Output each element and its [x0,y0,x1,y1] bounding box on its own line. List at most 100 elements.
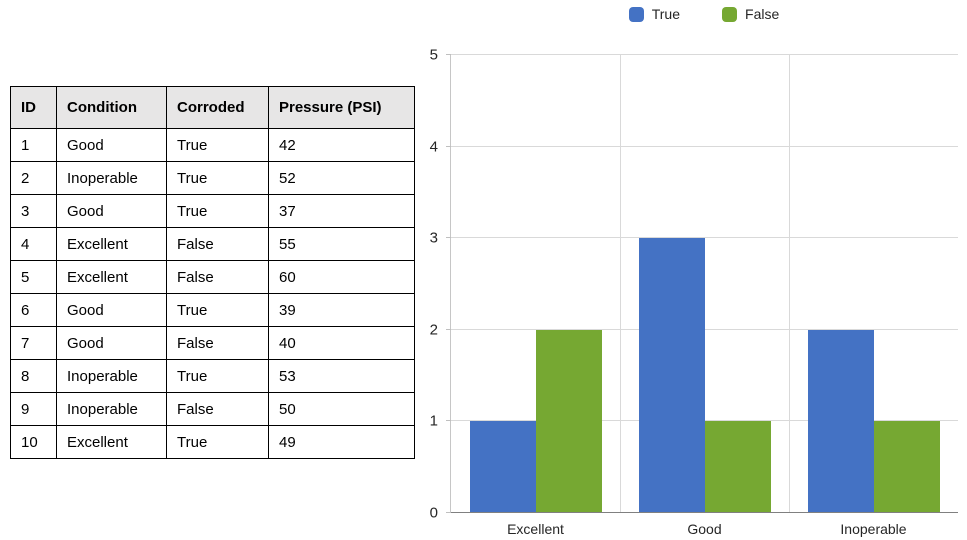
bar-true-inoperable [807,329,874,513]
table-cell: Excellent [56,227,167,261]
table-row: 9 Inoperable False 50 [10,392,415,426]
table-cell: 2 [10,161,57,195]
column-header: ID [10,86,57,129]
table-cell: 1 [10,128,57,162]
table-cell: 60 [268,260,415,294]
table-cell: Inoperable [56,392,167,426]
table-cell: False [166,260,269,294]
table-header-row: ID Condition Corroded Pressure (PSI) [10,86,415,129]
table-cell: 3 [10,194,57,228]
y-axis-tick [446,145,451,147]
table-cell: Good [56,326,167,360]
category-group-good: Good [620,55,789,537]
category-group-excellent: Excellent [451,55,620,537]
category-group-inoperable: Inoperable [789,55,958,537]
table-row: 2 Inoperable True 52 [10,161,415,195]
table-row: 7 Good False 40 [10,326,415,360]
x-axis-label: Excellent [507,521,564,537]
table-cell: 5 [10,260,57,294]
table-cell: Good [56,194,167,228]
table-row: 1 Good True 42 [10,128,415,162]
table-cell: Inoperable [56,359,167,393]
table-cell: False [166,227,269,261]
table-row: 4 Excellent False 55 [10,227,415,261]
legend-label: True [651,6,681,22]
y-axis-tick-label: 3 [429,229,438,247]
table-cell: 9 [10,392,57,426]
table-cell: 49 [268,425,415,459]
y-axis-tick [446,420,451,422]
table-cell: 37 [268,194,415,228]
gridline [451,237,958,239]
y-axis-tick-label: 0 [429,504,438,522]
legend-marker-icon [628,6,644,22]
table-cell: 52 [268,161,415,195]
table-cell: 10 [10,425,57,459]
table-row: 3 Good True 37 [10,194,415,228]
column-header: Pressure (PSI) [268,86,415,129]
table-cell: True [166,194,269,228]
gridline [451,54,958,55]
plot-area: 0 1 2 3 4 5 Excellent Good Inoperable [430,48,958,537]
y-axis-tick-label: 2 [429,321,438,339]
table-cell: 4 [10,227,57,261]
table-cell: 53 [268,359,415,393]
table-cell: True [166,359,269,393]
legend-item-false: False [722,6,779,22]
y-axis-tick [446,237,451,239]
table-cell: Good [56,293,167,327]
table-row: 5 Excellent False 60 [10,260,415,294]
y-axis-tick [446,54,451,55]
bar-chart: 0 1 2 3 4 5 Excellent Good Inoperable [430,48,958,537]
x-axis-label: Inoperable [840,521,907,537]
table-row: 6 Good True 39 [10,293,415,327]
table-cell: 40 [268,326,415,360]
bar-groups: Excellent Good Inoperable [451,55,958,537]
legend-item-true: True [628,6,681,22]
bar-false-good [704,421,771,513]
table-cell: 7 [10,326,57,360]
table-row: 8 Inoperable True 53 [10,359,415,393]
table-cell: 50 [268,392,415,426]
pipe-table: ID Condition Corroded Pressure (PSI) 1 Good T… [10,86,415,459]
y-axis-tick [446,328,451,330]
table-cell: 39 [268,293,415,327]
table-cell: 42 [268,128,415,162]
y-axis-tick-label: 5 [429,46,438,64]
x-axis-line [451,511,958,513]
table-cell: 6 [10,293,57,327]
column-header: Condition [56,86,167,129]
table-row: 10 Excellent True 49 [10,425,415,459]
chart-legend: True False [450,6,958,22]
legend-marker-icon [722,6,738,22]
table-cell: True [166,161,269,195]
table-cell: Excellent [56,260,167,294]
legend-label: False [745,6,780,22]
y-axis-tick-label: 4 [429,138,438,156]
table-cell: 8 [10,359,57,393]
gridline [789,55,790,513]
gridline [451,145,958,147]
pipe-table-body: 1 Good True 42 2 Inoperable True 52 3 Good True 37 4… [10,128,415,459]
table-cell: False [166,326,269,360]
table-cell: Inoperable [56,161,167,195]
y-axis-tick [446,512,451,513]
table-cell: False [166,392,269,426]
gridline [451,420,958,422]
table-cell: True [166,293,269,327]
gridline [451,328,958,330]
bar-true-good [638,238,705,513]
table-cell: True [166,128,269,162]
bar-false-inoperable [873,421,940,513]
table-cell: Excellent [56,425,167,459]
table-cell: True [166,425,269,459]
table-cell: Good [56,128,167,162]
table-cell: 55 [268,227,415,261]
column-header: Corroded [166,86,269,129]
gridline [620,55,621,513]
bar-false-excellent [535,329,602,513]
bar-true-excellent [469,421,536,513]
x-axis-label: Good [687,521,722,537]
data-table: ID Condition Corroded Pressure (PSI) 1 Good T… [10,86,415,459]
y-axis-tick-label: 1 [429,412,438,430]
